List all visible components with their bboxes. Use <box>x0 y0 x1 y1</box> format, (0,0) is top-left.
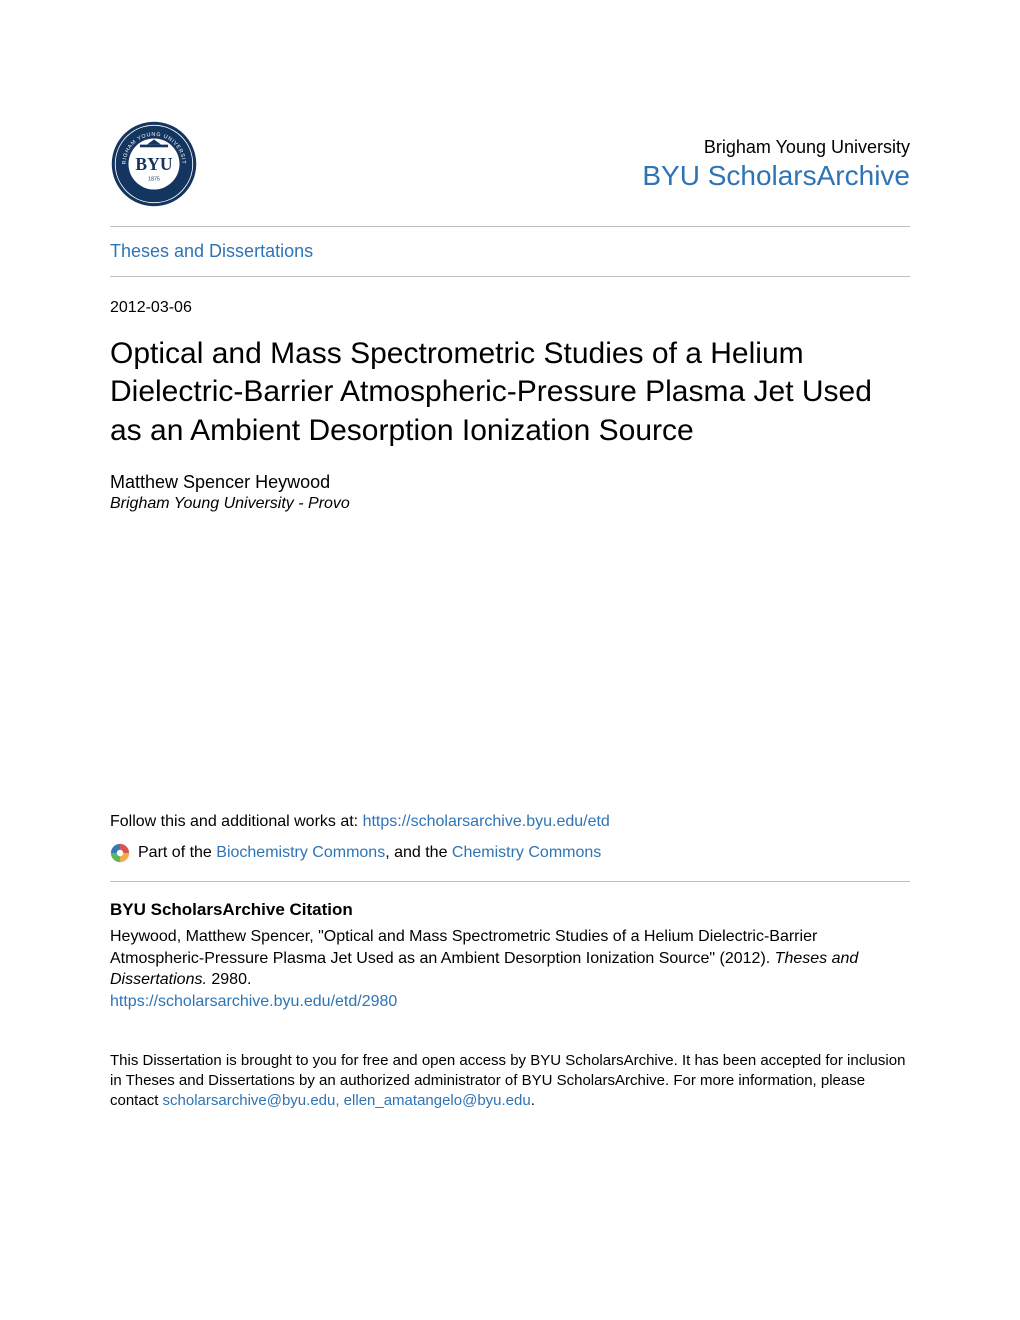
follow-link[interactable]: https://scholarsarchive.byu.edu/etd <box>363 813 610 830</box>
follow-prefix: Follow this and additional works at: <box>110 813 363 830</box>
university-seal-icon: BRIGHAM YOUNG UNIVERSITY PROVO, UTAH BYU… <box>110 120 198 208</box>
follow-line: Follow this and additional works at: htt… <box>110 813 910 831</box>
permalink-link[interactable]: https://scholarsarchive.byu.edu/etd/2980 <box>110 993 397 1010</box>
page-title: Optical and Mass Spectrometric Studies o… <box>110 335 910 450</box>
spacer <box>110 513 910 813</box>
partof-text: Part of the Biochemistry Commons, and th… <box>138 844 601 862</box>
partof-middle: , and the <box>385 844 452 861</box>
university-name: Brigham Young University <box>642 137 910 158</box>
seal-year: 1875 <box>148 177 160 183</box>
citation-heading: BYU ScholarsArchive Citation <box>110 900 910 920</box>
seal-center-text: BYU <box>135 154 172 174</box>
partof-prefix: Part of the <box>138 844 216 861</box>
citation-pre: Heywood, Matthew Spencer, "Optical and M… <box>110 928 817 967</box>
footer-text: This Dissertation is brought to you for … <box>110 1051 910 1112</box>
footer-contact-link[interactable]: scholarsarchive@byu.edu, ellen_amatangel… <box>163 1092 531 1109</box>
breadcrumb-link[interactable]: Theses and Dissertations <box>110 241 313 261</box>
footer-suffix: . <box>531 1092 535 1109</box>
breadcrumb: Theses and Dissertations <box>110 227 910 276</box>
partof-link-chem[interactable]: Chemistry Commons <box>452 844 601 861</box>
citation-text: Heywood, Matthew Spencer, "Optical and M… <box>110 926 910 991</box>
archive-link[interactable]: BYU ScholarsArchive <box>642 160 910 191</box>
author-affiliation: Brigham Young University - Provo <box>110 495 910 513</box>
citation-number: 2980. <box>207 971 251 988</box>
rule-citation <box>110 881 910 882</box>
partof-link-biochem[interactable]: Biochemistry Commons <box>216 844 385 861</box>
citation-permalink: https://scholarsarchive.byu.edu/etd/2980 <box>110 993 910 1011</box>
rule-bottom <box>110 276 910 277</box>
header: BRIGHAM YOUNG UNIVERSITY PROVO, UTAH BYU… <box>110 120 910 208</box>
publication-date: 2012-03-06 <box>110 299 910 317</box>
header-right: Brigham Young University BYU ScholarsArc… <box>642 137 910 192</box>
author-name: Matthew Spencer Heywood <box>110 472 910 493</box>
commons-icon <box>110 843 130 863</box>
partof-row: Part of the Biochemistry Commons, and th… <box>110 843 910 863</box>
